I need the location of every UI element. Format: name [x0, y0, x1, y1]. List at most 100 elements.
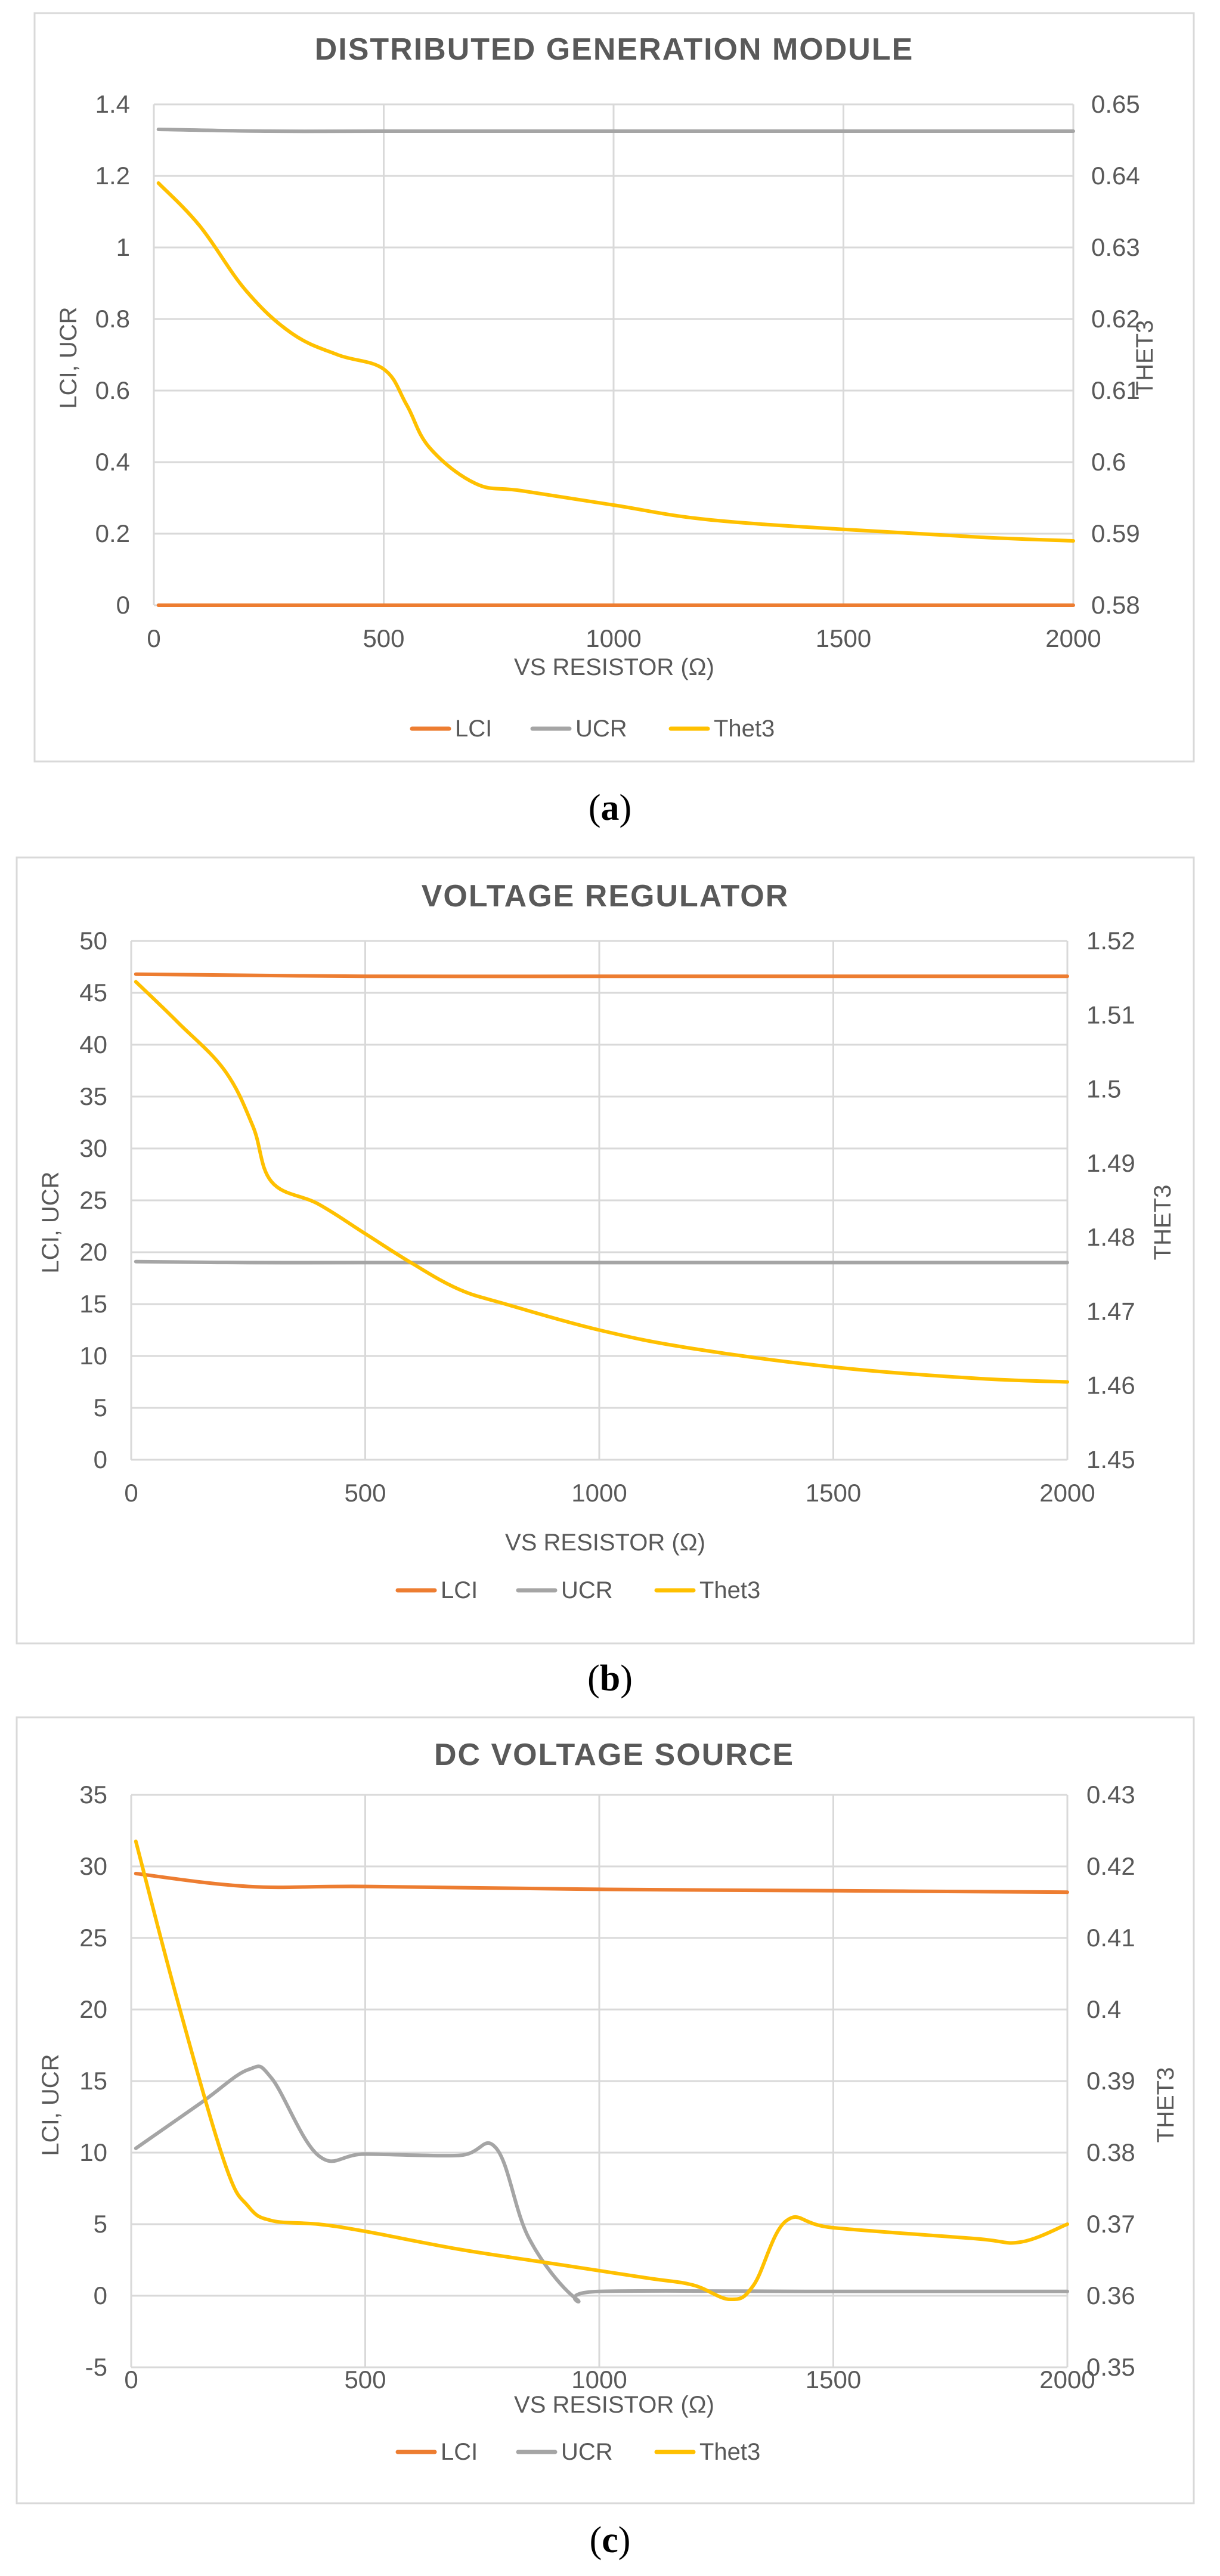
y-tick-left: 20 [79, 1238, 107, 1266]
y-tick-right: 0.4 [1086, 1995, 1121, 2023]
y-tick-right: 1.45 [1086, 1445, 1135, 1473]
legend-label-lci: LCI [455, 716, 492, 742]
y-tick-left: 50 [79, 927, 107, 955]
y-tick-left: 40 [79, 1030, 107, 1058]
y-axis-label-left: LCI, UCR [38, 2054, 64, 2156]
x-tick: 0 [124, 1479, 138, 1507]
caption-letter: a [600, 788, 620, 828]
x-tick: 500 [344, 2366, 386, 2394]
y-tick-right: 0.39 [1086, 2067, 1135, 2095]
x-tick: 0 [124, 2366, 138, 2394]
y-tick-left: 45 [79, 979, 107, 1007]
legend-label-lci: LCI [441, 1577, 478, 1603]
y-tick-right: 1.48 [1086, 1223, 1135, 1251]
y-tick-left: 0.4 [95, 448, 130, 476]
series-line-thet3 [134, 980, 1069, 1384]
y-tick-left: -5 [85, 2353, 107, 2381]
y-tick-left: 35 [79, 1781, 107, 1809]
chart-b: VOLTAGE REGULATOR 0 5 10 15 20 25 30 35 40 45 50 1.… [16, 856, 1195, 1645]
y-tick-right: 0.38 [1086, 2138, 1135, 2166]
y-tick-right: 0.65 [1091, 90, 1140, 118]
x-axis-label: VS RESISTOR (Ω) [514, 2392, 714, 2418]
series-line-lci [134, 972, 1069, 979]
plot-area: -5 0 5 10 15 20 25 30 35 0.35 0.36 0.37 0.38 0.39 0.4 0… [79, 1781, 1135, 2394]
y-tick-right: 1.51 [1086, 1001, 1135, 1029]
y-tick-right: 0.64 [1091, 162, 1140, 190]
y-tick-right: 1.5 [1086, 1075, 1121, 1103]
x-tick: 1500 [816, 624, 871, 652]
x-tick: 1000 [571, 1479, 627, 1507]
y-axis-label-left: LCI, UCR [55, 306, 82, 408]
legend-label-ucr: UCR [561, 1577, 613, 1603]
y-tick-left: 0.8 [95, 305, 130, 333]
legend-label-ucr: UCR [575, 716, 627, 742]
chart-title: VOLTAGE REGULATOR [422, 879, 789, 914]
series-line-ucr [134, 2064, 1069, 2303]
plot-area: 0 5 10 15 20 25 30 35 40 45 50 1.45 1.46 1.47 1.48 1.49… [79, 927, 1135, 1507]
y-axis-label-right: THET3 [1150, 1185, 1176, 1261]
series-line-ucr [134, 1259, 1069, 1265]
y-tick-right: 1.47 [1086, 1297, 1135, 1325]
y-tick-left: 0 [94, 1445, 107, 1473]
legend: LCI UCR Thet3 [395, 1577, 760, 1603]
y-tick-right: 0.62 [1091, 305, 1140, 333]
y-tick-right: 0.36 [1086, 2281, 1135, 2309]
y-tick-left: 0.6 [95, 376, 130, 404]
chart-panel-b: VOLTAGE REGULATOR 0 5 10 15 20 25 30 35 40 45 50 1.… [0, 853, 1220, 1711]
y-tick-left: 30 [79, 1134, 107, 1162]
chart-c: DC VOLTAGE SOURCE -5 0 5 10 15 20 25 30 35 0.35 0.… [16, 1716, 1195, 2504]
y-tick-left: 15 [79, 2067, 107, 2095]
x-tick: 500 [363, 624, 404, 652]
y-axis-label-right: THET3 [1153, 2067, 1179, 2143]
y-tick-left: 1 [116, 233, 130, 261]
chart-a: DISTRIBUTED GENERATION MODULE 0 0.2 0.4 0.6… [33, 12, 1195, 763]
y-tick-right: 1.49 [1086, 1149, 1135, 1177]
y-tick-left: 0 [116, 591, 130, 619]
plot-area: 0 0.2 0.4 0.6 0.8 1 1.2 1.4 0.58 0.59 0.6 0.61 0.62 0… [95, 90, 1140, 652]
series-line-ucr [156, 128, 1075, 134]
y-tick-right: 0.63 [1091, 233, 1140, 261]
y-tick-right: 0.41 [1086, 1924, 1135, 1952]
x-tick: 2000 [1039, 2366, 1095, 2394]
y-tick-right: 0.43 [1086, 1781, 1135, 1809]
legend-label-lci: LCI [441, 2439, 478, 2465]
legend-label-thet3: Thet3 [714, 716, 775, 742]
y-tick-left: 15 [79, 1290, 107, 1318]
y-tick-left: 1.4 [95, 90, 130, 118]
y-tick-left: 10 [79, 1342, 107, 1370]
figure-caption: (b) [587, 1658, 633, 1699]
legend: LCI UCR Thet3 [410, 716, 775, 742]
x-axis-label: VS RESISTOR (Ω) [514, 654, 714, 680]
y-tick-left: 25 [79, 1924, 107, 1952]
legend-label-thet3: Thet3 [699, 1577, 760, 1603]
y-tick-left: 10 [79, 2138, 107, 2166]
x-tick: 0 [147, 624, 160, 652]
y-tick-left: 20 [79, 1995, 107, 2023]
y-tick-left: 0 [94, 2281, 107, 2309]
series-line-thet3 [156, 181, 1075, 543]
y-tick-right: 1.46 [1086, 1371, 1135, 1400]
caption-letter: c [602, 2520, 618, 2560]
series-line-lci [134, 1872, 1069, 1894]
x-tick: 1000 [571, 2366, 627, 2394]
x-axis-label: VS RESISTOR (Ω) [505, 1530, 705, 1556]
series-line-thet3 [134, 1840, 1069, 2301]
figure-caption: (a) [588, 788, 632, 828]
x-tick: 1000 [586, 624, 641, 652]
y-tick-right: 0.37 [1086, 2210, 1135, 2238]
x-tick: 2000 [1045, 624, 1101, 652]
caption-letter: b [599, 1658, 621, 1699]
x-tick: 500 [344, 1479, 386, 1507]
legend: LCI UCR Thet3 [395, 2439, 760, 2465]
y-tick-right: 0.58 [1091, 591, 1140, 619]
y-tick-left: 5 [94, 2210, 107, 2238]
x-tick: 1500 [806, 1479, 861, 1507]
x-tick: 2000 [1039, 1479, 1095, 1507]
y-tick-right: 1.52 [1086, 927, 1135, 955]
x-tick: 1500 [806, 2366, 861, 2394]
y-tick-left: 30 [79, 1852, 107, 1880]
chart-title: DISTRIBUTED GENERATION MODULE [315, 32, 914, 67]
chart-title: DC VOLTAGE SOURCE [434, 1738, 794, 1772]
chart-frame [16, 1716, 1195, 2504]
y-tick-left: 1.2 [95, 162, 130, 190]
